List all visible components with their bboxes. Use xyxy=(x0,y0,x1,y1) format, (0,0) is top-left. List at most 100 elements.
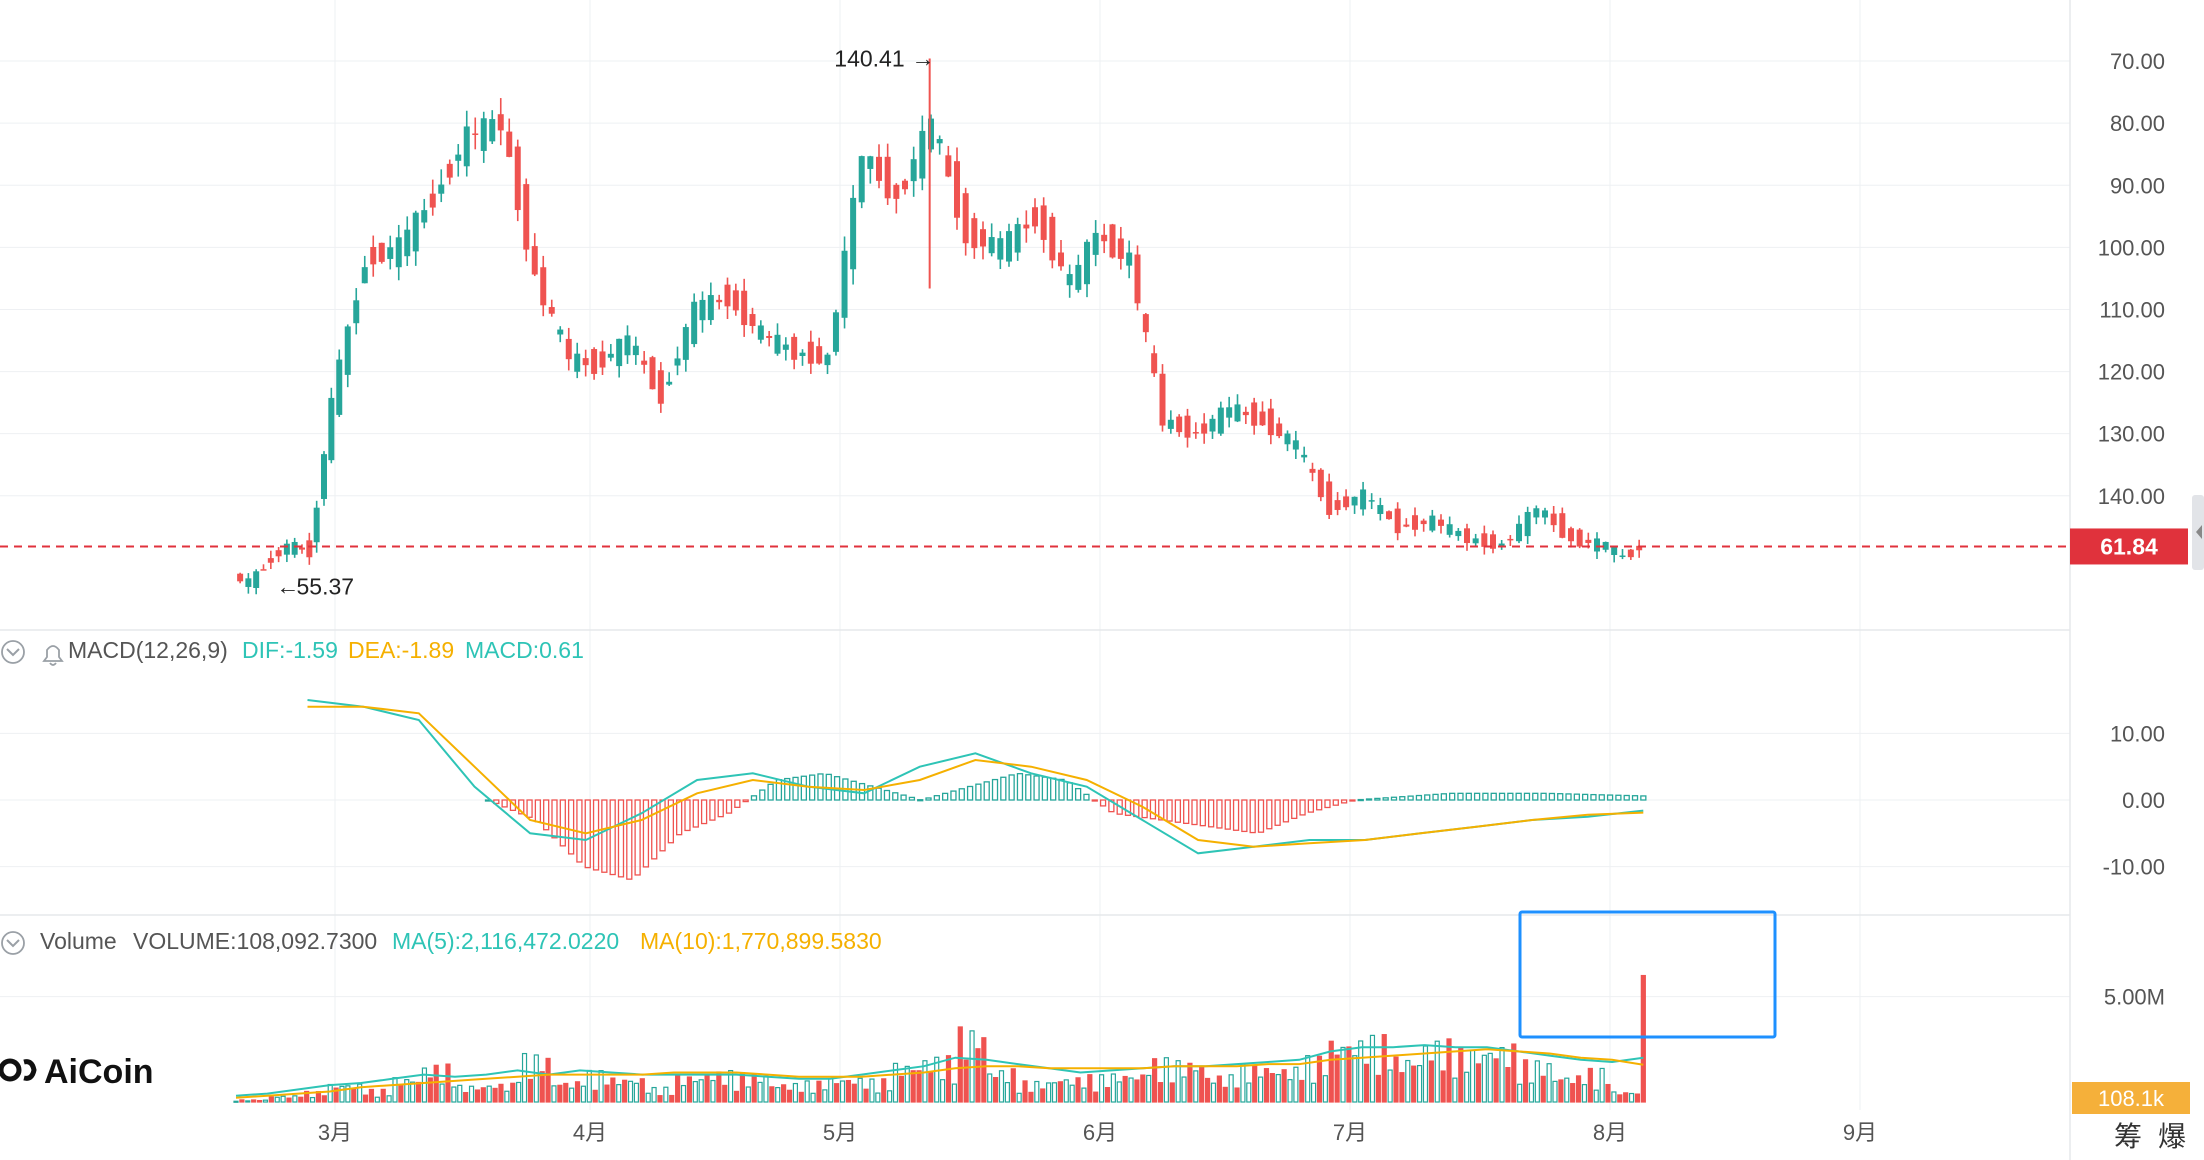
volume-bar xyxy=(851,1083,857,1103)
macd-y-tick: 10.00 xyxy=(2110,721,2165,746)
volume-bar xyxy=(663,1086,669,1103)
candle-body xyxy=(774,334,781,354)
candle-body xyxy=(1490,534,1496,549)
macd-histogram-bar xyxy=(1066,782,1073,801)
candle-body xyxy=(237,573,244,582)
volume-bar xyxy=(898,1075,904,1103)
macd-histogram-bar xyxy=(551,799,558,839)
macd-histogram-bar xyxy=(800,775,807,801)
volume-bar xyxy=(1122,1075,1128,1103)
candle-body xyxy=(607,353,614,358)
candle-body xyxy=(1429,515,1436,531)
candle-body xyxy=(1251,402,1258,426)
svg-text:AiCoin: AiCoin xyxy=(44,1053,154,1091)
volume-bar xyxy=(468,1085,475,1103)
macd-collapse-chevron-icon[interactable] xyxy=(1,640,25,664)
candle-body xyxy=(1507,538,1514,541)
volume-bar xyxy=(545,1057,551,1103)
candle-body xyxy=(1542,510,1548,518)
volume-bar xyxy=(1004,1082,1010,1103)
macd-histogram-bar xyxy=(642,799,650,868)
macd-indicator-label[interactable]: MACD(12,26,9) xyxy=(68,637,228,663)
volume-bar xyxy=(1634,1093,1641,1103)
macd-histogram-bar xyxy=(1582,793,1589,801)
macd-histogram-bar xyxy=(1266,799,1273,830)
volume-bar xyxy=(881,1078,887,1103)
macd-histogram-bar xyxy=(991,778,999,801)
candle-body xyxy=(707,295,714,321)
candle-body xyxy=(884,156,891,199)
candle-body xyxy=(1524,511,1531,537)
volume-bar xyxy=(1640,974,1646,1103)
candle-body xyxy=(749,314,756,326)
macd-histogram-bar xyxy=(1432,793,1439,801)
volume-bar xyxy=(745,1086,751,1103)
candle-body xyxy=(807,341,814,364)
macd-histogram-bar xyxy=(1249,799,1256,834)
candle-body xyxy=(1049,216,1056,261)
volume-bar xyxy=(1411,1065,1417,1103)
candle-body xyxy=(876,156,882,181)
corner-label-liquidation[interactable]: 爆 xyxy=(2158,1120,2186,1153)
volume-bar xyxy=(1146,1074,1152,1103)
candle-body xyxy=(1446,524,1453,535)
volume-bar xyxy=(863,1088,869,1103)
candle-body xyxy=(962,193,969,244)
volume-bar xyxy=(368,1088,375,1103)
volume-bar xyxy=(510,1082,516,1103)
volume-bar xyxy=(339,1085,345,1103)
candle-body xyxy=(1084,241,1090,285)
candle-body xyxy=(1159,373,1166,426)
candle-body xyxy=(624,335,631,356)
volume-bar xyxy=(1617,1094,1623,1103)
volume-bar xyxy=(574,1081,581,1103)
candle-body xyxy=(691,301,698,345)
volume-title[interactable]: Volume xyxy=(40,928,117,954)
macd-histogram-bar xyxy=(1041,776,1049,801)
volume-bar xyxy=(757,1081,763,1103)
candle-body xyxy=(429,193,436,208)
candle-body xyxy=(1594,538,1600,552)
candle-body xyxy=(497,114,504,131)
volume-bar xyxy=(321,1095,327,1103)
price-y-tick: 70.00 xyxy=(2110,49,2165,74)
candle-body xyxy=(666,381,673,385)
volume-bar xyxy=(569,1087,575,1103)
candle-body xyxy=(682,327,689,360)
volume-bar xyxy=(398,1085,404,1103)
volume-bar xyxy=(1346,1046,1352,1103)
macd-histogram-bar xyxy=(1623,794,1630,801)
collapse-arrow-icon[interactable] xyxy=(2196,525,2202,539)
macd-histogram-bar xyxy=(759,789,766,801)
volume-bar xyxy=(733,1090,740,1103)
volume-collapse-chevron-icon[interactable] xyxy=(1,931,25,955)
volume-bar xyxy=(1605,1083,1611,1103)
bell-icon[interactable] xyxy=(42,645,64,666)
volume-bar xyxy=(333,1087,339,1103)
volume-bar xyxy=(292,1095,298,1103)
volume-bar xyxy=(1293,1066,1299,1103)
volume-bar xyxy=(1434,1040,1440,1103)
candle-body xyxy=(954,161,960,218)
volume-bar xyxy=(934,1056,940,1103)
candle-body xyxy=(260,569,267,571)
macd-histogram-bar xyxy=(526,799,533,818)
candle-body xyxy=(1075,264,1082,290)
macd-histogram-bar xyxy=(750,795,758,801)
candle-body xyxy=(766,335,773,338)
volume-bar xyxy=(1093,1091,1099,1103)
volume-bar xyxy=(239,1099,245,1103)
volume-bar xyxy=(1175,1060,1181,1103)
candle-body xyxy=(1472,538,1479,544)
candle-body xyxy=(387,247,394,259)
volume-bar xyxy=(981,1037,987,1103)
volume-bar xyxy=(592,1089,598,1103)
candle-body xyxy=(328,397,335,461)
candle-body xyxy=(799,352,806,356)
volume-bar xyxy=(692,1080,698,1103)
corner-label-chips[interactable]: 筹 xyxy=(2114,1120,2142,1153)
macd-y-tick: 0.00 xyxy=(2122,788,2165,813)
volume-bar xyxy=(1564,1077,1570,1103)
candle-body xyxy=(649,357,656,390)
